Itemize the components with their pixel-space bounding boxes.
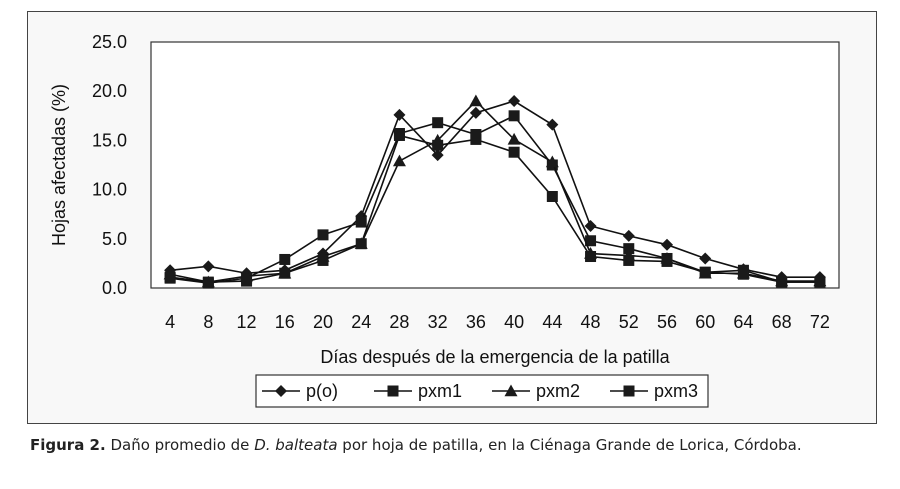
x-tick-label: 56 [657,312,677,332]
point-marker [508,146,520,158]
point-marker [507,132,521,145]
chart-frame: 0.0 5.0 10.0 15.0 20.0 25.0 4 8 12 16 20 24 28 32 36 4… [27,11,877,424]
point-marker [393,129,405,141]
x-tick-label: 60 [695,312,715,332]
point-marker [584,220,597,233]
x-tick-label: 36 [466,312,486,332]
x-tick-label: 20 [313,312,333,332]
point-marker [623,243,635,255]
point-marker [393,108,406,121]
point-marker [317,229,329,241]
point-marker [275,385,287,397]
y-tick-label: 5.0 [102,229,127,249]
point-marker [392,154,406,167]
x-axis-ticks: 4 8 12 16 20 24 28 32 36 40 44 48 52 56 60 64 68 72 [165,312,830,332]
caption-label: Figura 2. [30,436,106,454]
x-tick-label: 12 [237,312,257,332]
y-tick-label: 0.0 [102,278,127,298]
caption-text-2: por hoja de patilla, en la Ciénaga Grand… [337,436,802,454]
point-marker [432,117,444,129]
caption-text-1: Daño promedio de [105,436,255,454]
point-marker [661,238,673,251]
point-marker [432,139,444,151]
point-marker [508,95,521,108]
series-line [170,100,820,278]
point-marker [546,190,558,202]
figure-caption: Figura 2. Daño promedio de D. balteata p… [30,434,890,456]
series-lines [163,94,827,289]
point-marker [279,253,291,265]
y-tick-label: 20.0 [92,81,127,101]
point-marker [241,275,253,287]
y-axis-ticks: 0.0 5.0 10.0 15.0 20.0 25.0 [92,32,127,298]
legend-label: pxm3 [654,381,698,401]
x-tick-label: 72 [810,312,830,332]
point-marker [776,276,788,288]
caption-species: D. balteata [254,436,338,454]
point-marker [387,385,399,397]
point-marker [661,255,673,267]
point-marker [355,216,367,228]
legend-label: pxm1 [418,381,462,401]
x-tick-label: 48 [581,312,601,332]
x-tick-label: 64 [733,312,753,332]
x-tick-label: 52 [619,312,639,332]
x-axis-title: Días después de la emergencia de la pati… [320,347,670,367]
series-line [170,134,820,283]
y-tick-label: 25.0 [92,32,127,52]
x-tick-label: 68 [772,312,792,332]
x-tick-label: 44 [542,312,562,332]
x-tick-label: 16 [275,312,295,332]
plot-background [150,41,840,289]
point-marker [699,266,711,278]
point-marker [469,94,483,107]
x-tick-label: 24 [351,312,371,332]
point-marker [317,254,329,266]
point-marker [623,254,635,266]
point-marker [622,229,635,242]
legend-item: pxm3 [610,381,698,401]
y-tick-label: 15.0 [92,130,127,150]
point-marker [545,155,559,168]
point-marker [469,106,482,119]
point-marker [164,271,176,283]
point-marker [355,238,367,250]
point-marker [814,276,826,288]
point-marker [585,251,597,263]
point-marker [699,252,712,265]
legend-item: p(o) [262,381,338,401]
point-marker [504,384,518,397]
point-marker [508,110,520,122]
point-marker [202,260,215,273]
point-marker [585,235,597,247]
point-marker [546,118,559,131]
line-chart: 0.05.010.015.020.025.0 4 8 12 16 20 24 28 32 36 4… [49,32,840,408]
legend: p(o) pxm1 pxm2 pxm3 [255,374,709,408]
legend-item: pxm2 [492,381,580,401]
x-tick-label: 40 [504,312,524,332]
x-tick-label: 4 [165,312,175,332]
point-marker [737,268,749,280]
legend-item: pxm1 [374,381,462,401]
x-tick-label: 28 [389,312,409,332]
x-tick-label: 8 [203,312,213,332]
y-tick-label: 10.0 [92,180,127,200]
series-pxm3 [164,129,826,288]
point-marker [431,149,444,162]
point-marker [623,385,635,397]
legend-label: pxm2 [536,381,580,401]
legend-label: p(o) [306,381,338,401]
point-marker [470,133,482,145]
point-marker [202,276,214,288]
plot-area [150,41,840,289]
y-axis-title: Hojas afectadas (%) [49,84,69,246]
point-marker [279,267,291,279]
x-tick-label: 32 [428,312,448,332]
